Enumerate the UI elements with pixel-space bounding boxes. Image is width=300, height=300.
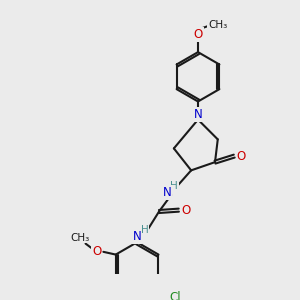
Text: N: N: [194, 108, 202, 121]
Text: O: O: [236, 150, 246, 163]
Text: H: H: [170, 181, 178, 191]
Text: O: O: [92, 245, 101, 258]
Text: Cl: Cl: [170, 291, 181, 300]
Text: CH₃: CH₃: [208, 20, 227, 30]
Text: O: O: [194, 28, 202, 41]
Text: H: H: [141, 225, 148, 235]
Text: CH₃: CH₃: [70, 232, 90, 243]
Text: N: N: [133, 230, 142, 243]
Text: N: N: [163, 186, 171, 199]
Text: O: O: [181, 204, 190, 217]
